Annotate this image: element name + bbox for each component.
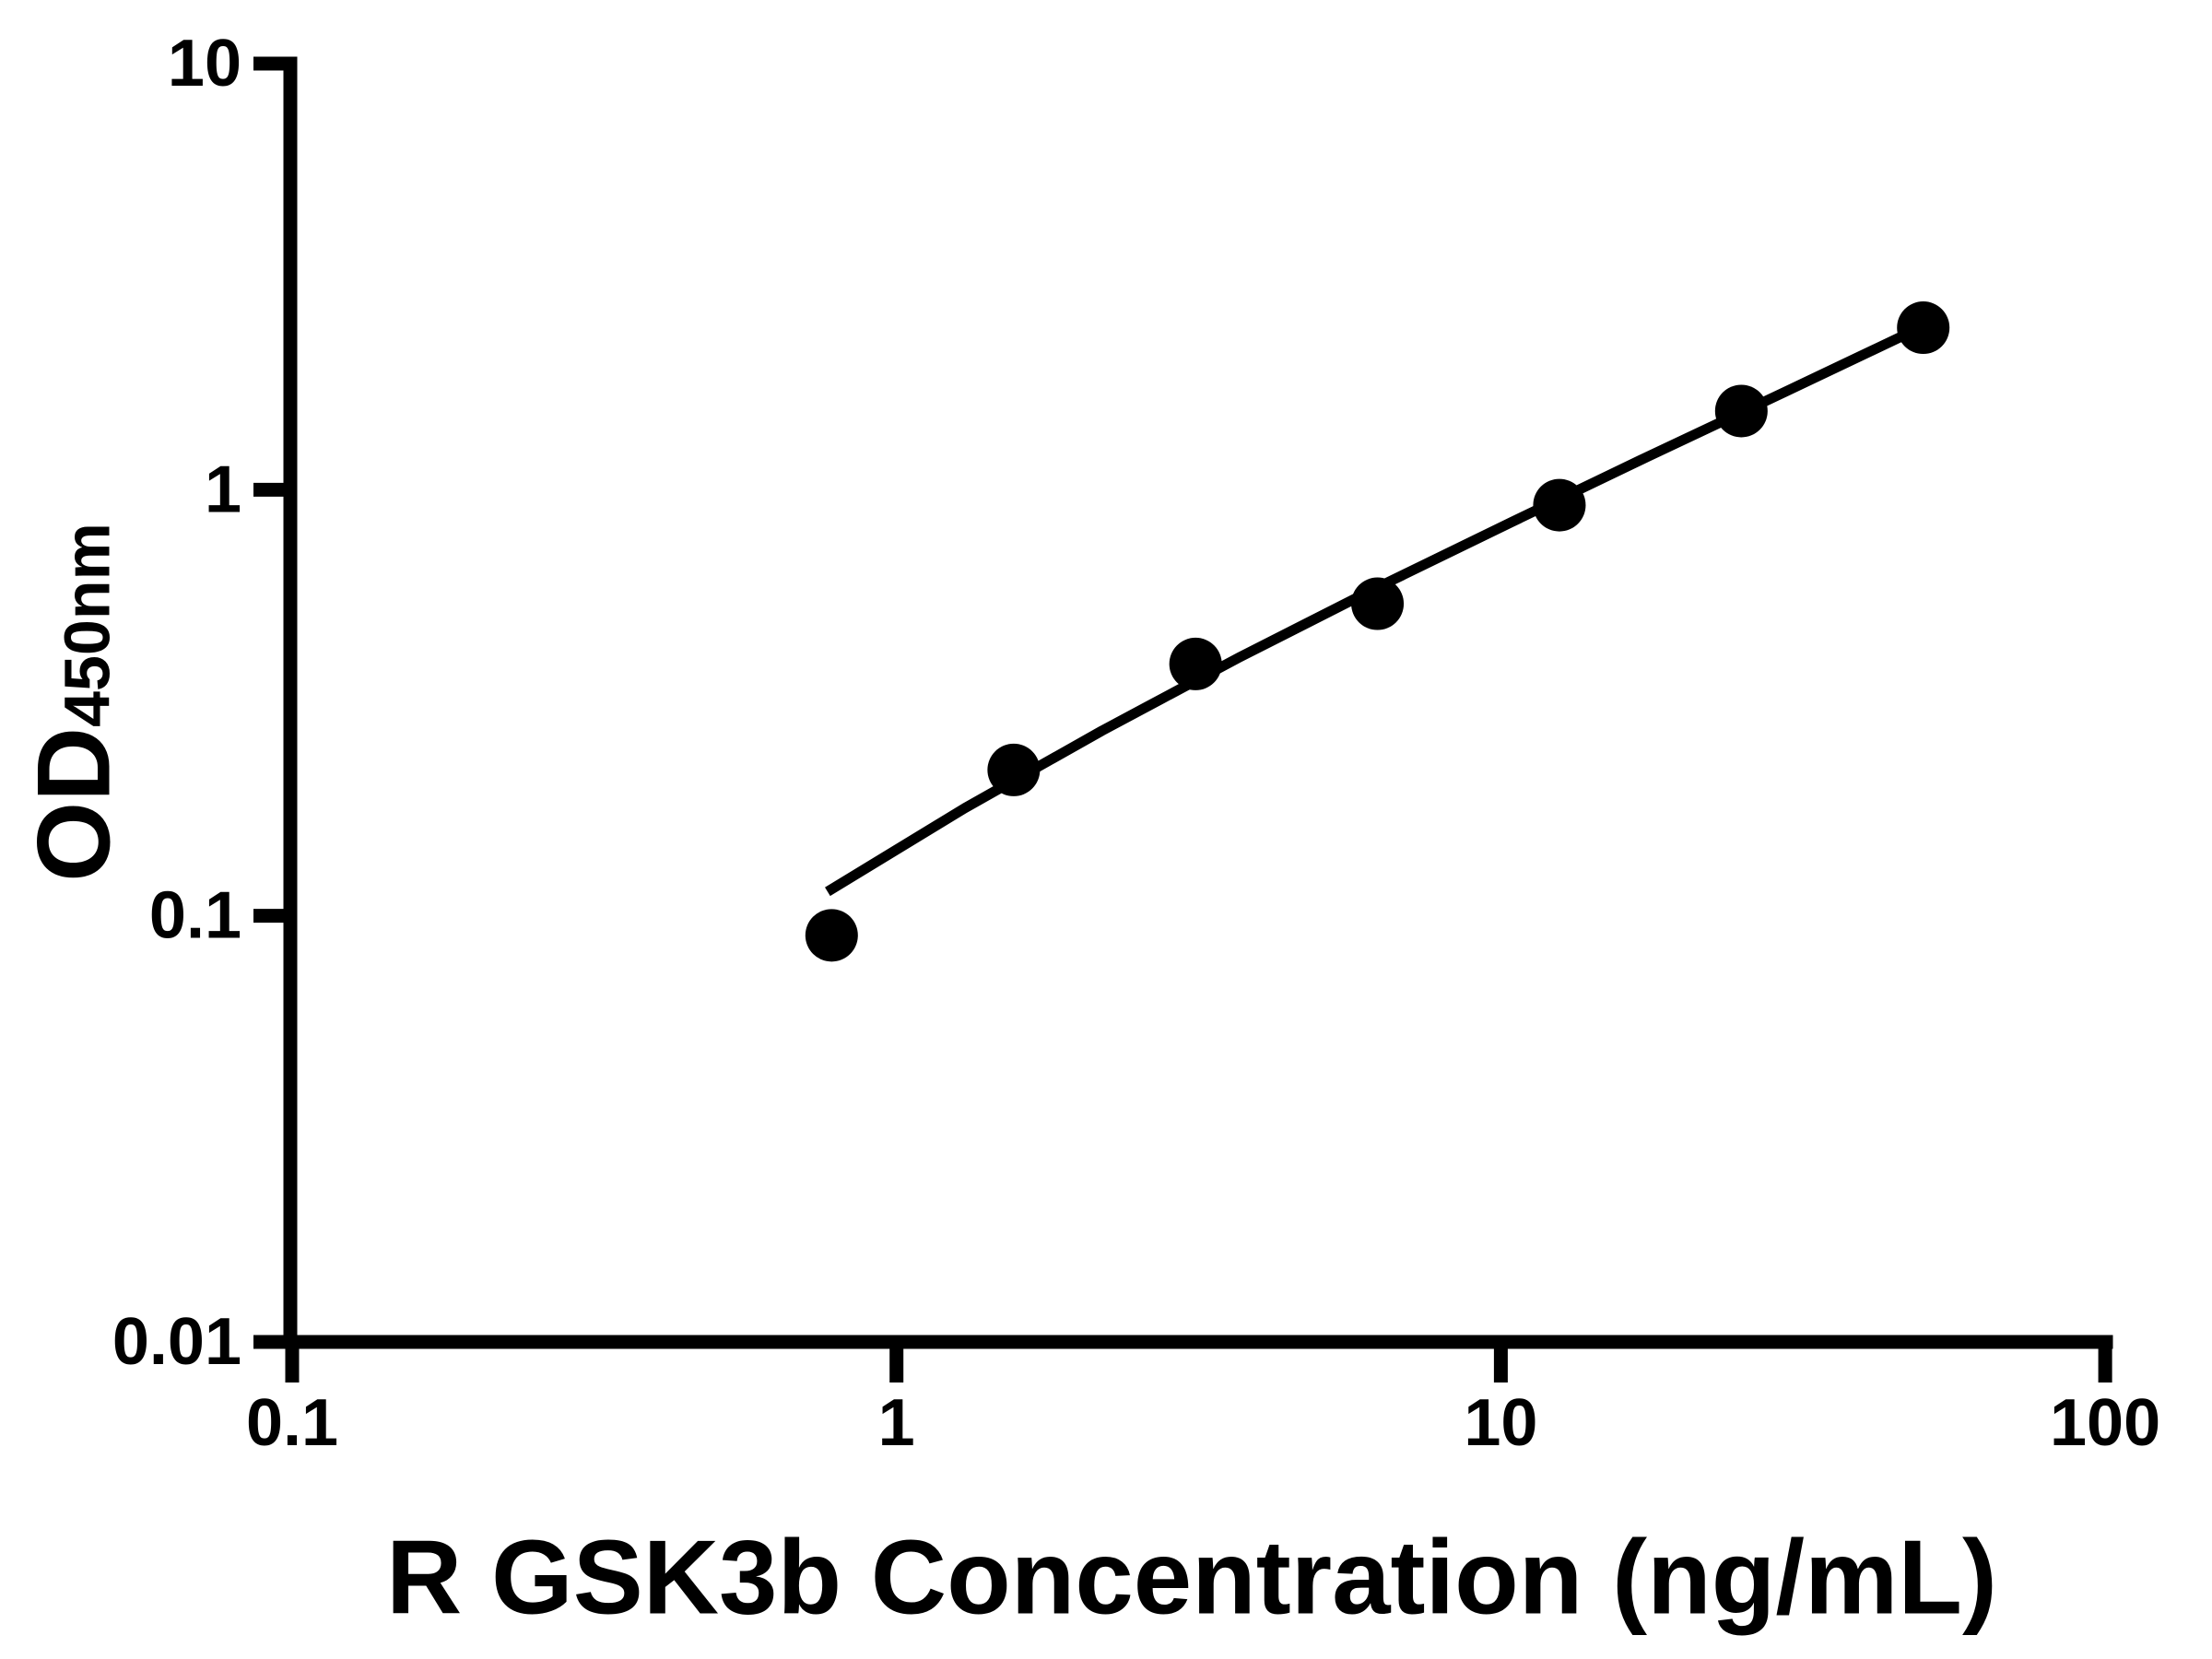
y-axis-title: OD450nm [15,523,134,882]
data-points-group [805,301,1950,962]
y-axis-title-subscript: 450nm [51,523,124,727]
x-tick-label: 10 [1464,1386,1537,1460]
data-point [987,743,1041,796]
x-tick-label: 1 [878,1386,915,1460]
y-tick-label: 0.1 [149,879,241,953]
x-tick-label: 100 [2050,1386,2160,1460]
x-tick-label: 0.1 [246,1386,338,1460]
y-tick-label: 10 [168,27,241,100]
y-axis-title-main: OD [16,726,132,882]
x-axis-ticks: 0.1 1 10 100 [246,1342,2160,1460]
y-axis-ticks: 0.01 0.1 1 10 [112,27,291,1379]
data-point [805,909,858,962]
data-point [1714,384,1768,438]
data-point [1169,637,1222,690]
y-tick-label: 1 [205,453,241,526]
data-point [1897,301,1950,355]
data-point [1351,577,1405,630]
data-point [1533,478,1586,532]
x-axis-title: R GSK3b Concentration (ng/mL) [386,1519,1997,1637]
y-tick-label: 0.01 [112,1305,241,1379]
